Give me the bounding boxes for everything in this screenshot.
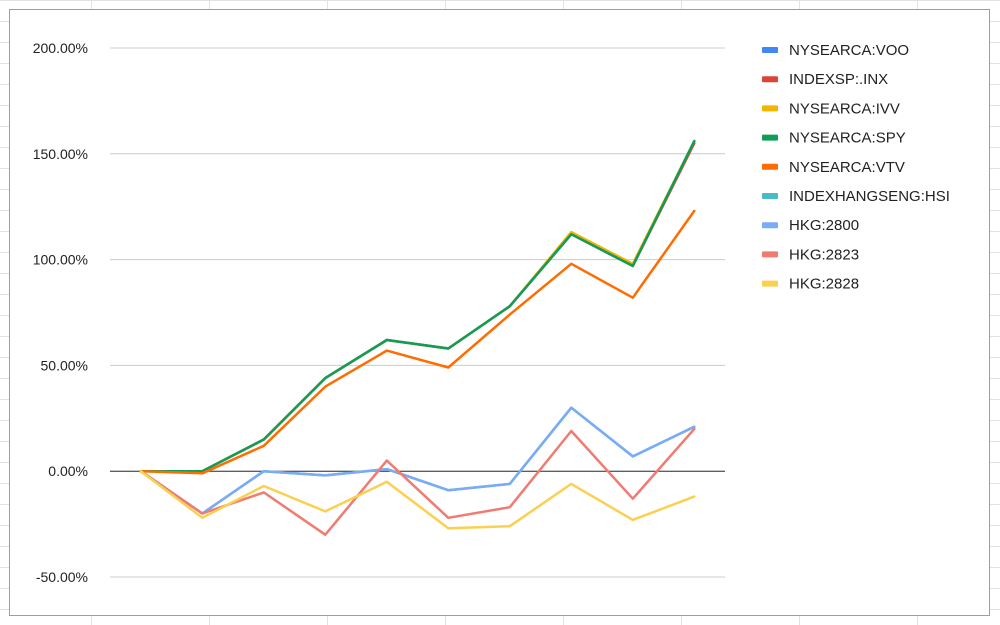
series-line-6 bbox=[139, 406, 696, 515]
line-chart: 200.00%150.00%100.00%50.00%0.00%-50.00% … bbox=[33, 40, 950, 585]
legend-swatch bbox=[762, 105, 778, 112]
legend-label: NYSEARCA:IVV bbox=[789, 100, 900, 117]
legend-swatch bbox=[762, 222, 778, 229]
legend-label: NYSEARCA:SPY bbox=[789, 130, 906, 147]
legend-label: INDEXHANGSENG:HSI bbox=[789, 188, 950, 205]
legend-swatch bbox=[762, 134, 778, 141]
legend-label: HKG:2823 bbox=[789, 246, 859, 263]
legend-swatch bbox=[762, 163, 778, 170]
legend-swatch bbox=[762, 251, 778, 258]
series-line-4 bbox=[139, 209, 696, 475]
legend: NYSEARCA:VOO INDEXSP:.INX NYSEARCA:IVV NYSE… bbox=[762, 42, 950, 293]
y-tick-label: 150.00% bbox=[33, 146, 88, 162]
legend-swatch bbox=[762, 47, 778, 53]
series-line-8 bbox=[139, 469, 696, 530]
series-line-2 bbox=[139, 139, 696, 473]
legend-swatch bbox=[762, 280, 778, 287]
legend-label: HKG:2828 bbox=[789, 276, 859, 293]
y-tick-label: 0.00% bbox=[48, 463, 88, 479]
series-line-0 bbox=[139, 139, 696, 473]
series-line-1 bbox=[139, 141, 696, 473]
y-tick-label: 100.00% bbox=[33, 252, 88, 268]
series-line-7 bbox=[139, 427, 696, 536]
legend-swatch bbox=[762, 193, 778, 199]
legend-label: NYSEARCA:VTV bbox=[789, 159, 905, 176]
legend-label: INDEXSP:.INX bbox=[789, 71, 888, 88]
y-tick-label: -50.00% bbox=[36, 569, 88, 585]
series-line-3 bbox=[139, 139, 696, 473]
y-axis-ticks: 200.00% 150.00% 100.00% 50.00% 0.00% -50.00% bbox=[33, 40, 88, 585]
y-tick-label: 200.00% bbox=[33, 40, 88, 56]
chart-container[interactable]: 200.00% 150.00% 100.00% 50.00% 0.00% -50.00% … bbox=[9, 9, 990, 616]
legend-label: NYSEARCA:VOO bbox=[789, 42, 909, 59]
series-lines bbox=[139, 139, 696, 536]
y-tick-label: 50.00% bbox=[41, 357, 88, 373]
legend-label: HKG:2800 bbox=[789, 217, 859, 234]
legend-swatch bbox=[762, 76, 778, 83]
